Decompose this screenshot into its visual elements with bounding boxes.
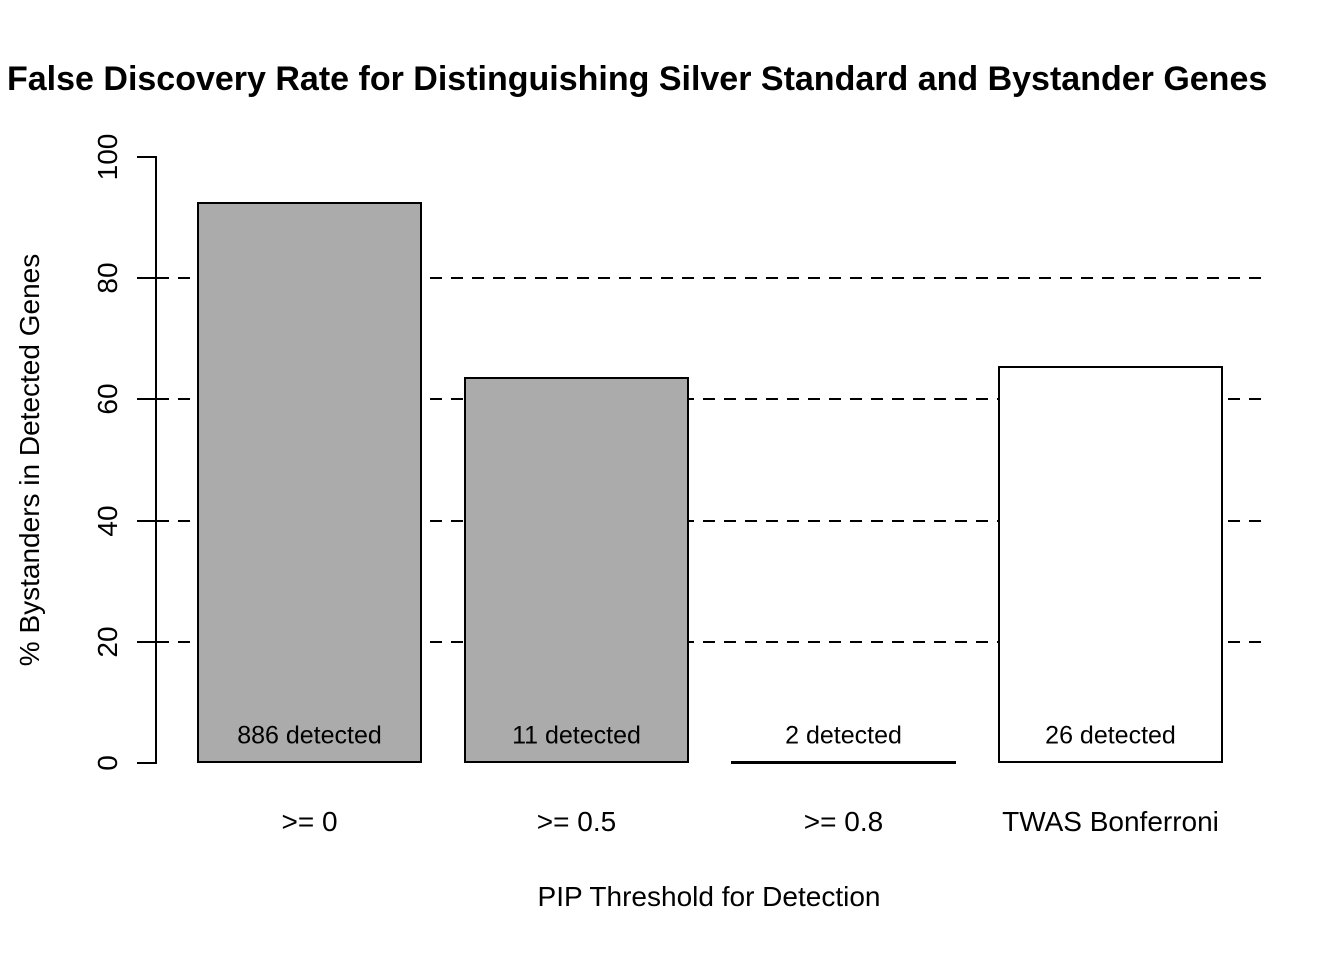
y-axis-title: % Bystanders in Detected Genes bbox=[14, 253, 45, 667]
gridline-60 bbox=[157, 398, 1262, 400]
y-tick-20 bbox=[137, 641, 156, 643]
x-tick-label-3: >= 0.8 bbox=[803, 806, 884, 837]
y-tick-100 bbox=[137, 156, 156, 158]
y-tick-label-20: 20 bbox=[92, 626, 123, 658]
y-tick-0 bbox=[137, 762, 156, 764]
y-tick-label-60: 60 bbox=[92, 383, 123, 415]
gridline-20 bbox=[157, 641, 1262, 643]
chart-title: False Discovery Rate for Distinguishing … bbox=[7, 60, 1268, 98]
x-tick-label-1: >= 0 bbox=[281, 806, 338, 837]
bar-4 bbox=[998, 366, 1223, 763]
y-tick-label-0: 0 bbox=[92, 755, 123, 771]
bar-1 bbox=[197, 202, 422, 763]
gridline-80 bbox=[157, 277, 1262, 279]
y-axis-line bbox=[155, 156, 157, 764]
bar-2 bbox=[464, 377, 689, 763]
y-tick-label-80: 80 bbox=[92, 262, 123, 294]
y-tick-80 bbox=[137, 277, 156, 279]
x-axis-title: PIP Threshold for Detection bbox=[537, 881, 881, 912]
x-tick-label-4: TWAS Bonferroni bbox=[1002, 806, 1219, 837]
bar-count-label-4: 26 detected bbox=[1045, 721, 1176, 750]
y-tick-label-40: 40 bbox=[92, 505, 123, 537]
y-tick-60 bbox=[137, 398, 156, 400]
bar-count-label-1: 886 detected bbox=[237, 721, 382, 750]
gridline-40 bbox=[157, 520, 1262, 522]
bar-count-label-2: 11 detected bbox=[512, 721, 641, 750]
y-tick-label-100: 100 bbox=[92, 133, 123, 181]
bar-count-label-3: 2 detected bbox=[785, 721, 902, 750]
x-tick-label-2: >= 0.5 bbox=[536, 806, 617, 837]
bar-3 bbox=[731, 761, 956, 764]
y-tick-40 bbox=[137, 520, 156, 522]
